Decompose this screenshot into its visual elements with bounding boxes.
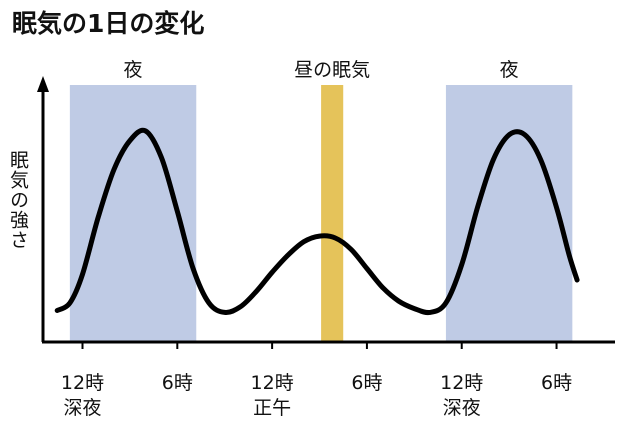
x-tick-label-0-1: 深夜 bbox=[63, 397, 101, 419]
band-label-1: 昼の眠気 bbox=[294, 59, 370, 81]
x-tick-label-1-0: 6時 bbox=[162, 372, 193, 394]
band-1 bbox=[321, 85, 344, 342]
y-axis-arrow bbox=[37, 76, 49, 92]
y-axis-label: 眠気の強さ bbox=[7, 150, 29, 250]
x-tick-label-2-0: 12時 bbox=[251, 372, 294, 394]
series-line-0 bbox=[54, 127, 580, 316]
x-tick-label-0-0: 12時 bbox=[61, 372, 104, 394]
band-2 bbox=[445, 85, 573, 342]
x-tick-label-4-0: 12時 bbox=[440, 372, 483, 394]
band-0 bbox=[69, 85, 197, 342]
band-label-0: 夜 bbox=[124, 59, 143, 81]
x-tick-label-2-1: 正午 bbox=[253, 397, 291, 419]
x-tick-label-4-1: 深夜 bbox=[443, 397, 481, 419]
x-tick-label-3-0: 6時 bbox=[351, 372, 382, 394]
band-label-2: 夜 bbox=[500, 59, 519, 81]
x-tick-label-5-0: 6時 bbox=[541, 372, 572, 394]
chart-title: 眠気の1日の変化 bbox=[12, 9, 205, 38]
